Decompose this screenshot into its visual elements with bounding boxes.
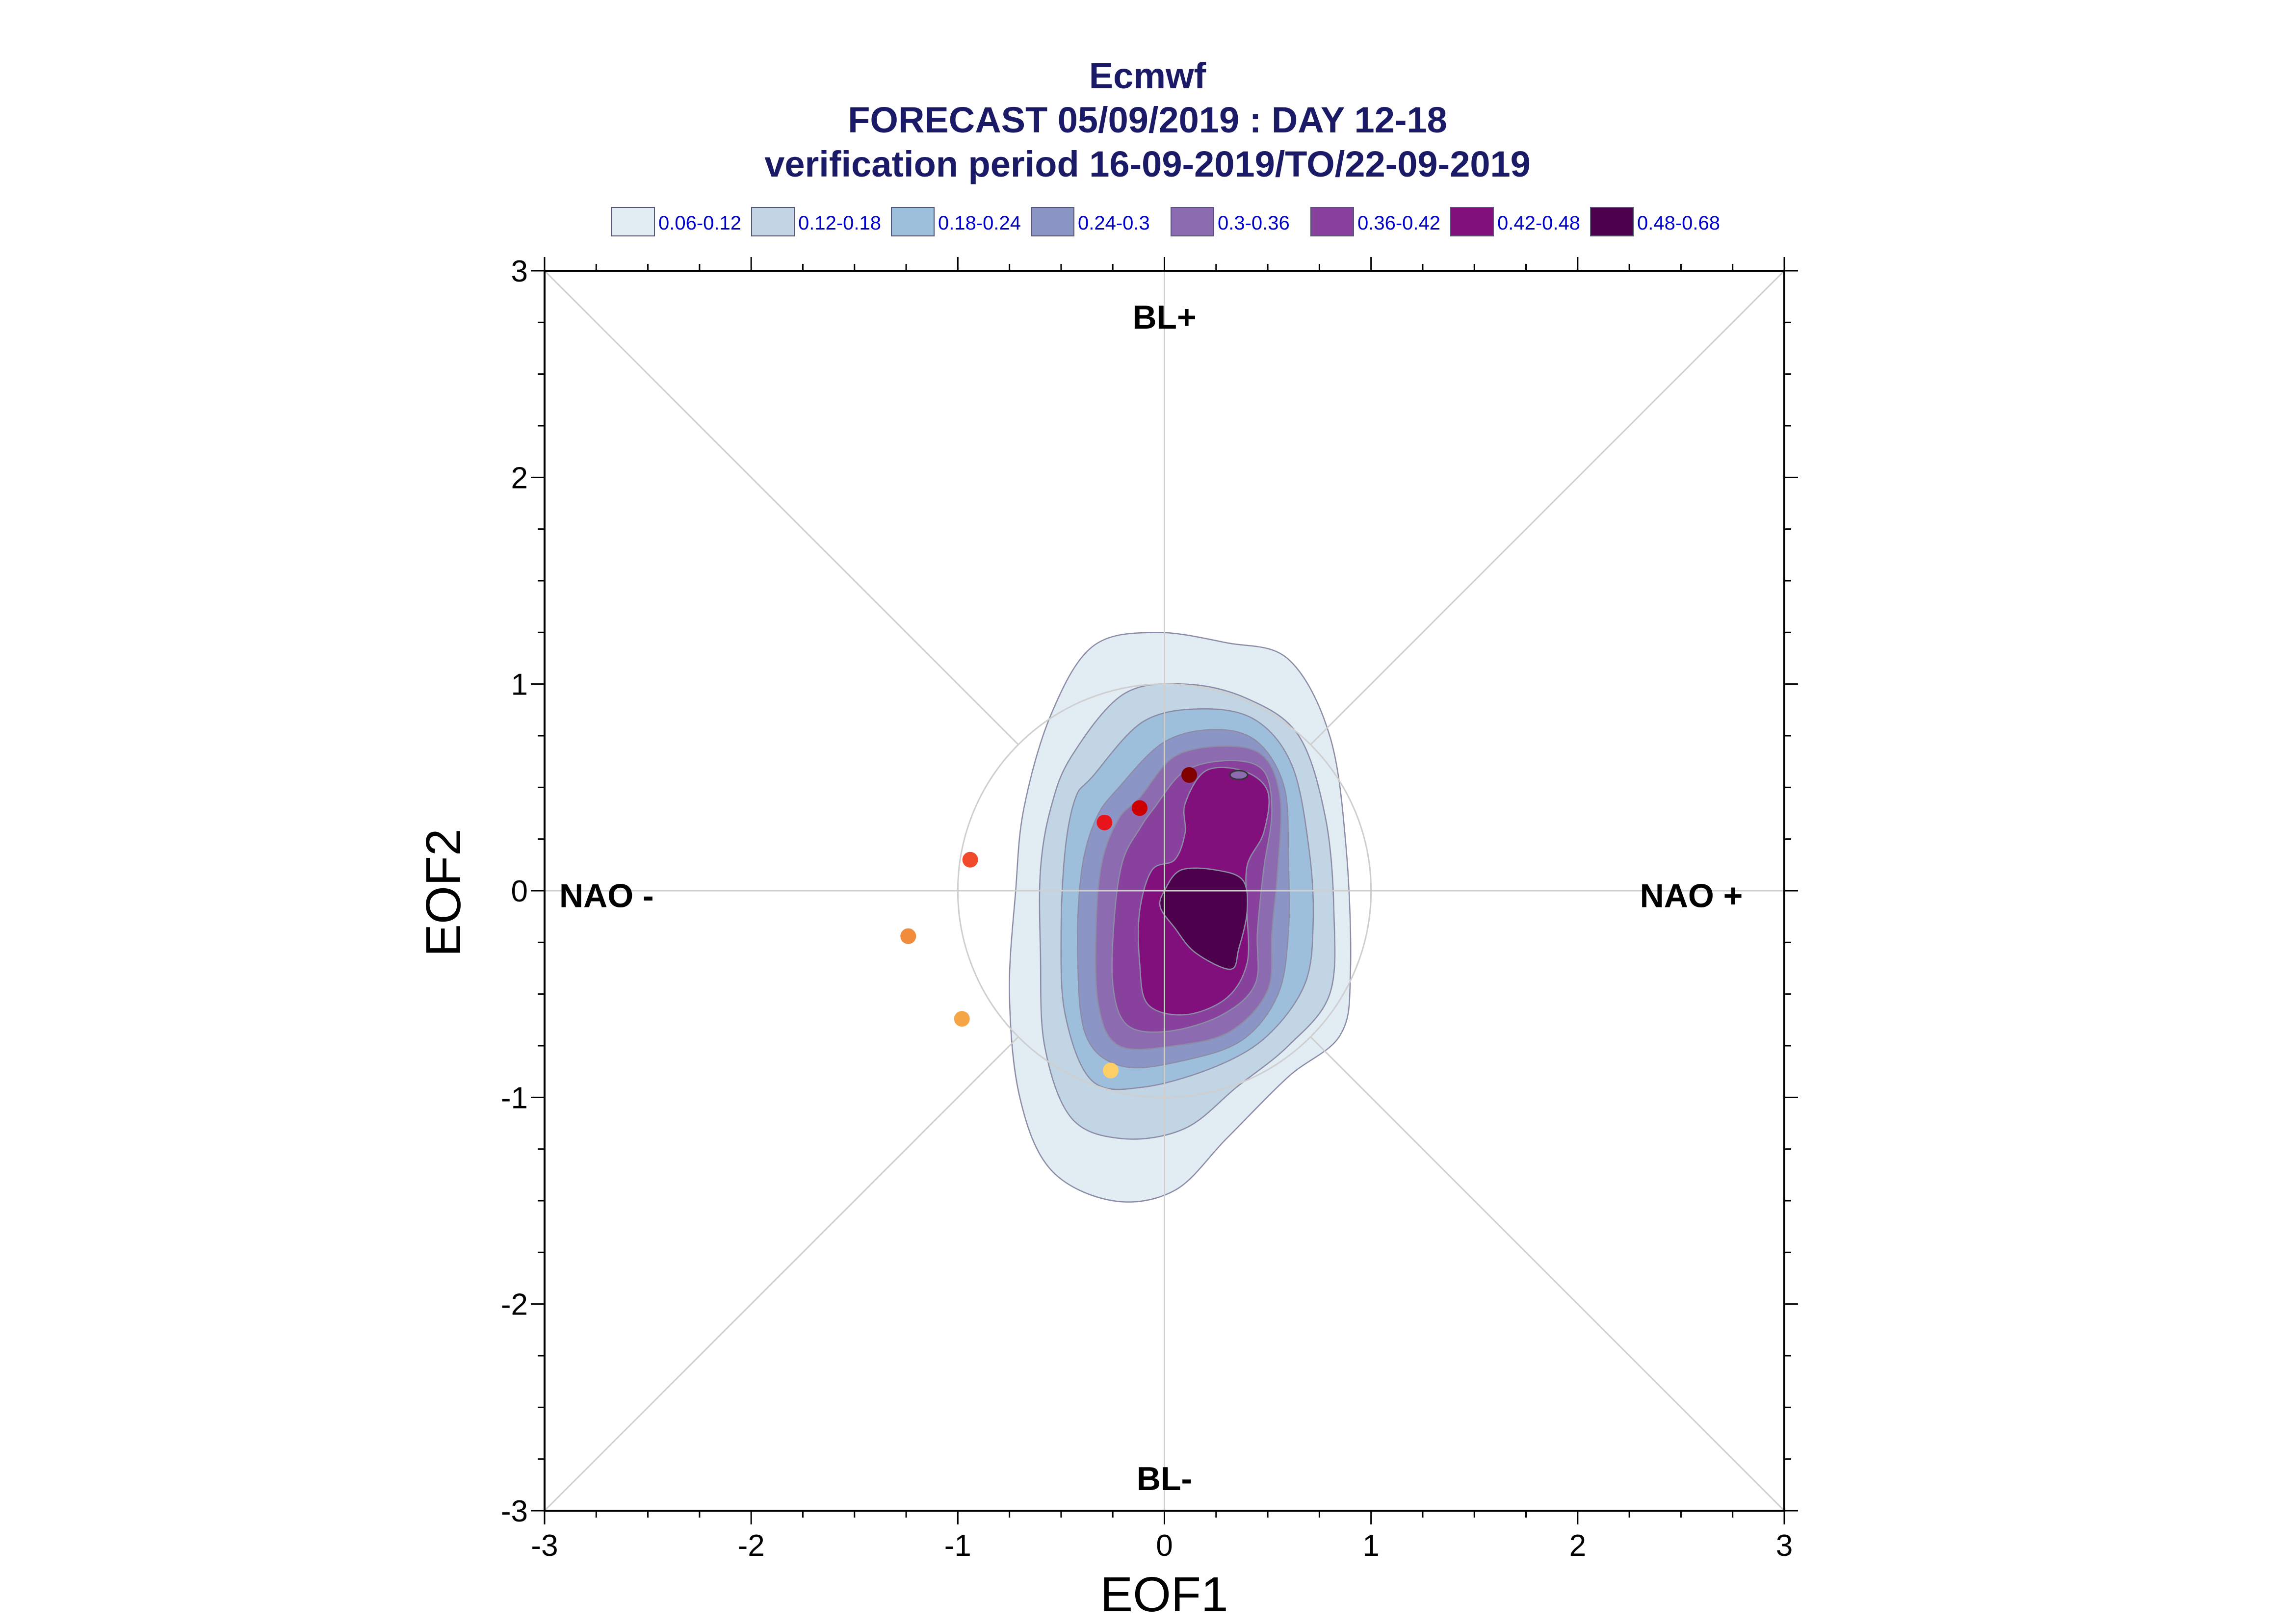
regime-labels: BL+ BL- NAO - NAO + [559, 299, 1743, 1497]
data-point-4 [900, 928, 916, 944]
legend-label-1: 0.12-0.18 [798, 212, 881, 234]
legend-swatch-6 [1450, 207, 1494, 236]
y-axis-title: EOF2 [416, 828, 471, 956]
legend-label-5: 0.36-0.42 [1357, 212, 1440, 234]
grid-diagonal-3 [1310, 1036, 1785, 1512]
chart-subtitle-verification: verification period 16-09-2019/TO/22-09-… [764, 144, 1531, 184]
contour-peak [1229, 770, 1249, 780]
y-tick-label-1: 2 [511, 461, 528, 495]
y-tick-label-0: 3 [511, 255, 528, 288]
contour-layer [1009, 631, 1352, 1203]
grid-diagonal-0 [544, 270, 1019, 746]
grid-diagonal-1 [1310, 270, 1785, 746]
x-tick-label-4: 1 [1362, 1529, 1379, 1563]
x-tick-label-2: -1 [944, 1529, 971, 1563]
y-tick-label-4: -1 [501, 1081, 528, 1115]
x-tick-label-5: 2 [1569, 1529, 1586, 1563]
data-point-1 [1131, 800, 1148, 816]
axis-ticks: -3 -2 -1 0 1 2 3 3 2 1 0 -1 -2 -3 [501, 255, 1798, 1563]
x-tick-label-3: 0 [1156, 1529, 1173, 1563]
grid-lines [544, 270, 1785, 1512]
legend-swatch-0 [611, 207, 655, 236]
regime-label-nao-plus: NAO + [1640, 877, 1743, 915]
legend-swatch-3 [1031, 207, 1074, 236]
legend-label-4: 0.3-0.36 [1218, 212, 1290, 234]
x-tick-label-1: -2 [738, 1529, 765, 1563]
legend-swatch-2 [891, 207, 935, 236]
regime-label-bl-minus: BL- [1137, 1460, 1192, 1497]
legend-swatch-4 [1171, 207, 1214, 236]
y-tick-label-2: 1 [511, 668, 528, 702]
grid-diagonal-2 [544, 1036, 1019, 1512]
trajectory-points [900, 767, 1198, 1079]
y-tick-label-5: -2 [501, 1288, 528, 1322]
contour-band-7 [1159, 867, 1249, 970]
data-point-0 [1181, 767, 1198, 783]
x-tick-label-6: 3 [1776, 1529, 1793, 1563]
regime-label-bl-plus: BL+ [1132, 299, 1196, 336]
legend: 0.06-0.12 0.12-0.18 0.18-0.24 0.24-0.3 0.3-0… [611, 207, 1720, 236]
chart-subtitle-forecast: FORECAST 05/09/2019 : DAY 12-18 [848, 100, 1447, 140]
legend-label-0: 0.06-0.12 [658, 212, 741, 234]
reference-circle [957, 683, 1372, 1098]
x-tick-label-0: -3 [531, 1529, 558, 1563]
legend-swatch-7 [1590, 207, 1634, 236]
legend-label-3: 0.24-0.3 [1078, 212, 1150, 234]
legend-label-6: 0.42-0.48 [1497, 212, 1580, 234]
legend-label-7: 0.48-0.68 [1637, 212, 1720, 234]
plot-area: -3 -2 -1 0 1 2 3 3 2 1 0 -1 -2 -3 BL+ BL- NAO - NAO + [501, 255, 1798, 1563]
chart-title: Ecmwf [1089, 55, 1206, 96]
legend-label-2: 0.18-0.24 [938, 212, 1021, 234]
legend-swatch-5 [1310, 207, 1354, 236]
data-point-6 [1102, 1062, 1119, 1079]
regime-label-nao-minus: NAO - [559, 877, 654, 915]
chart-title-group: Ecmwf FORECAST 05/09/2019 : DAY 12-18 ve… [764, 55, 1531, 184]
data-point-3 [962, 851, 978, 868]
x-axis-title: EOF1 [1100, 1567, 1228, 1622]
legend-swatch-1 [751, 207, 795, 236]
data-point-2 [1096, 814, 1113, 830]
y-tick-label-3: 0 [511, 875, 528, 908]
y-tick-label-6: -3 [501, 1495, 528, 1528]
data-point-5 [954, 1011, 970, 1027]
